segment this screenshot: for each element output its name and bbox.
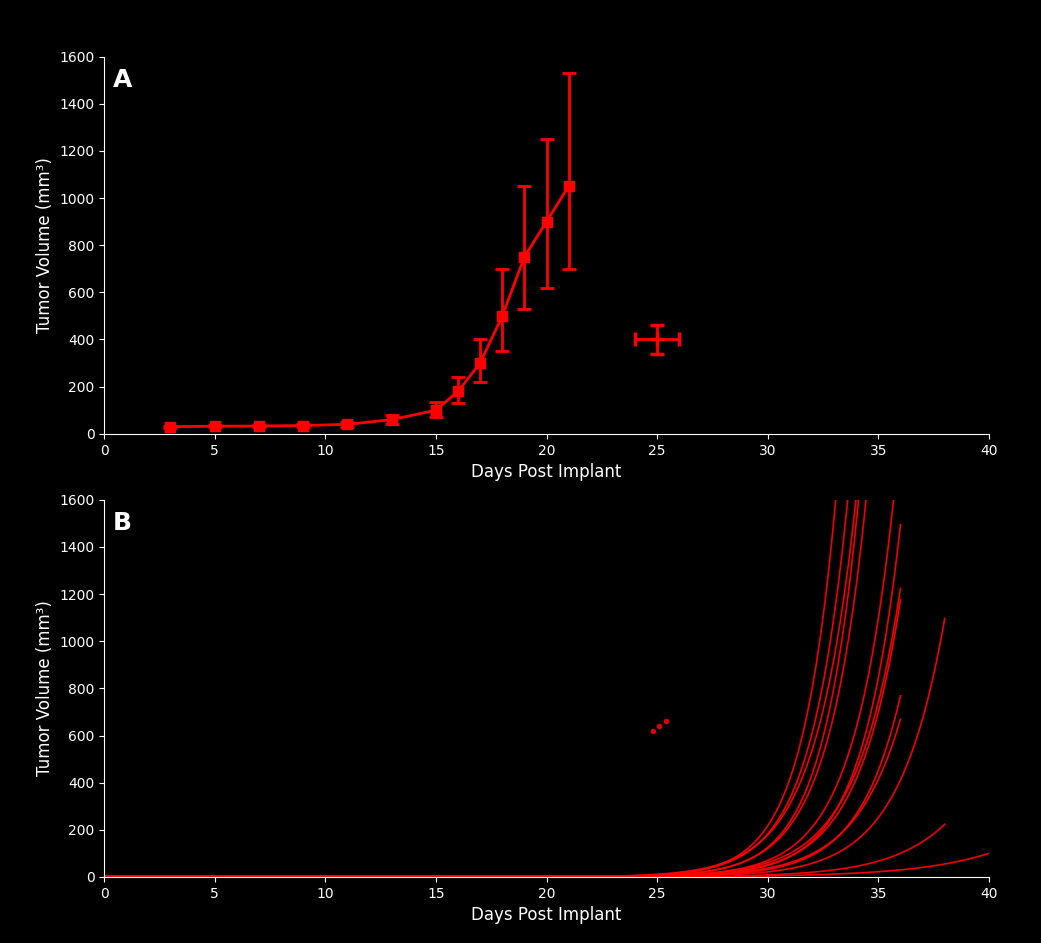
Y-axis label: Tumor Volume (mm³): Tumor Volume (mm³) [35,601,53,776]
X-axis label: Days Post Implant: Days Post Implant [472,463,621,481]
X-axis label: Days Post Implant: Days Post Implant [472,906,621,924]
Text: B: B [113,511,132,535]
Text: A: A [113,68,132,91]
Y-axis label: Tumor Volume (mm³): Tumor Volume (mm³) [35,157,53,333]
